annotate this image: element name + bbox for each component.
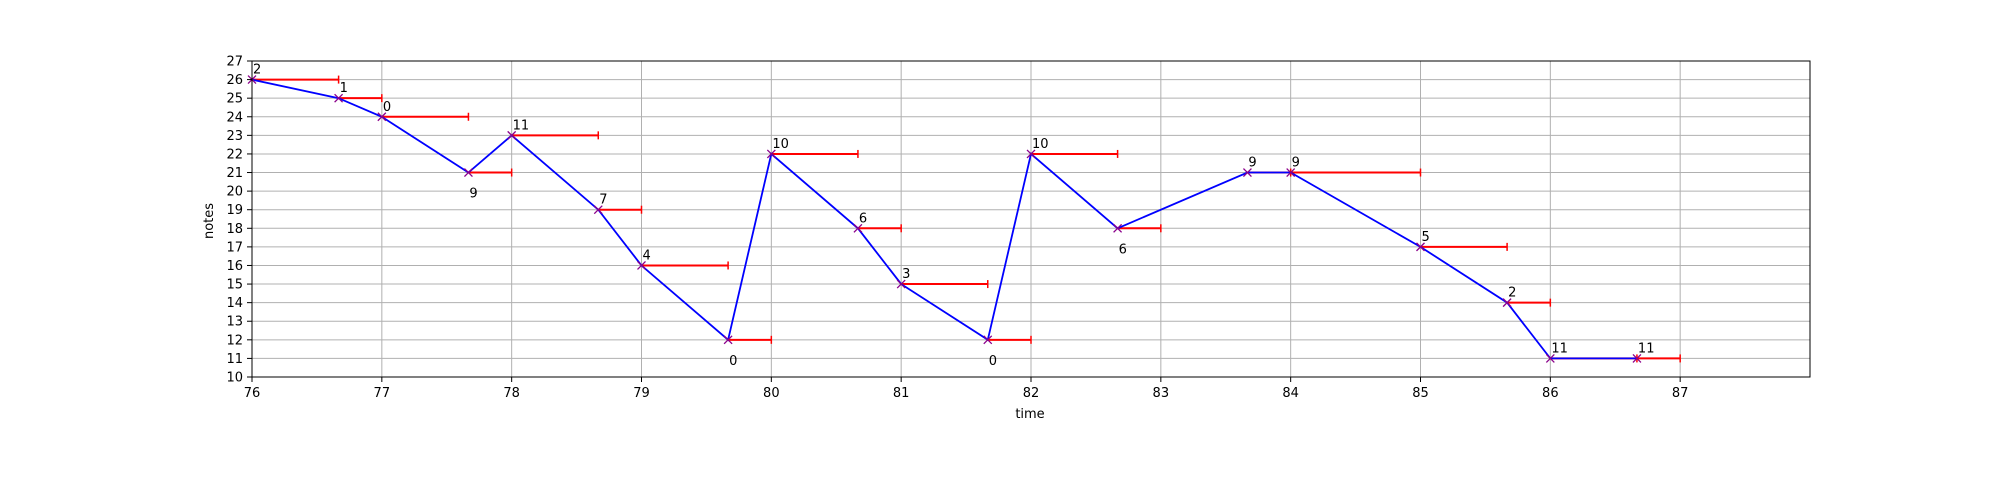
y-tick-label: 27 <box>226 55 243 70</box>
note-label: 10 <box>772 137 789 152</box>
y-axis-label: notes <box>202 203 217 239</box>
y-tick-label: 18 <box>226 222 243 237</box>
note-label: 11 <box>1551 341 1568 356</box>
note-point-marker <box>1502 298 1512 308</box>
note-point-marker <box>723 335 733 345</box>
note-point-marker <box>766 149 776 159</box>
y-tick-label: 22 <box>226 147 243 162</box>
note-point-marker <box>983 335 993 345</box>
note-label: 0 <box>729 354 737 369</box>
note-label: 4 <box>643 248 651 263</box>
x-tick-label: 80 <box>763 386 780 401</box>
note-label: 11 <box>1638 341 1655 356</box>
note-point-marker <box>1286 168 1296 177</box>
y-tick-label: 14 <box>226 296 243 311</box>
note-point-marker <box>334 93 344 103</box>
note-label: 1 <box>340 81 348 96</box>
note-point-marker <box>1545 353 1555 363</box>
x-tick-label: 77 <box>374 386 391 401</box>
note-point-marker <box>853 223 863 233</box>
y-tick-label: 15 <box>226 278 243 293</box>
y-tick-label: 13 <box>226 315 243 330</box>
x-tick-label: 76 <box>244 386 261 401</box>
x-tick-label: 79 <box>633 386 650 401</box>
x-tick-label: 84 <box>1282 386 1299 401</box>
plot-frame <box>251 60 1811 378</box>
y-tick-label: 11 <box>226 352 243 367</box>
note-duration-bars <box>252 75 1681 363</box>
note-point-marker <box>896 279 906 289</box>
axes: 76 77 78 79 80 81 82 83 84 85 86 871011121314151617… <box>226 55 1811 401</box>
y-tick-label: 26 <box>226 73 243 88</box>
note-label: 3 <box>902 267 910 282</box>
note-point-marker <box>377 112 387 122</box>
x-tick-label: 86 <box>1542 386 1559 401</box>
y-tick-label: 10 <box>226 371 243 386</box>
x-tick-label: 87 <box>1672 386 1689 401</box>
x-tick-label: 81 <box>893 386 910 401</box>
note-label: 11 <box>513 118 530 133</box>
x-tick-label: 83 <box>1153 386 1170 401</box>
note-label: 6 <box>859 211 867 226</box>
note-label: 7 <box>599 193 607 208</box>
note-point-marker <box>1242 168 1252 177</box>
note-label: 6 <box>1119 242 1127 257</box>
note-label: 9 <box>1248 156 1256 171</box>
y-tick-label: 12 <box>226 333 243 348</box>
note-markers <box>247 75 1642 363</box>
note-point-marker <box>463 168 473 177</box>
note-label: 2 <box>253 63 261 78</box>
note-point-marker <box>1113 223 1123 233</box>
y-tick-label: 20 <box>226 185 243 200</box>
y-tick-label: 17 <box>226 240 243 255</box>
x-tick-label: 78 <box>503 386 520 401</box>
note-label: 2 <box>1508 286 1516 301</box>
note-point-marker <box>637 261 646 270</box>
x-tick-label: 82 <box>1023 386 1040 401</box>
note-point-marker <box>593 205 603 215</box>
x-tick-label: 85 <box>1412 386 1429 401</box>
note-label: 5 <box>1422 230 1430 245</box>
note-point-marker <box>1416 242 1425 252</box>
note-label: 0 <box>989 354 997 369</box>
y-tick-label: 16 <box>226 259 243 274</box>
note-label: 0 <box>383 100 391 115</box>
note-point-marker <box>507 130 517 140</box>
y-tick-label: 19 <box>226 203 243 218</box>
x-axis-label: time <box>1015 407 1044 422</box>
note-point-marker <box>1026 149 1036 159</box>
y-tick-label: 24 <box>226 110 243 125</box>
note-label: 9 <box>469 187 477 202</box>
melody-line <box>251 78 1637 360</box>
melody-line-layer <box>251 78 1637 360</box>
y-tick-label: 25 <box>226 92 243 107</box>
note-label: 10 <box>1032 137 1049 152</box>
grid <box>251 60 1810 378</box>
y-tick-label: 21 <box>226 166 243 181</box>
note-label: 9 <box>1292 156 1300 171</box>
note-point-marker <box>1632 353 1642 363</box>
y-tick-label: 23 <box>226 129 243 144</box>
